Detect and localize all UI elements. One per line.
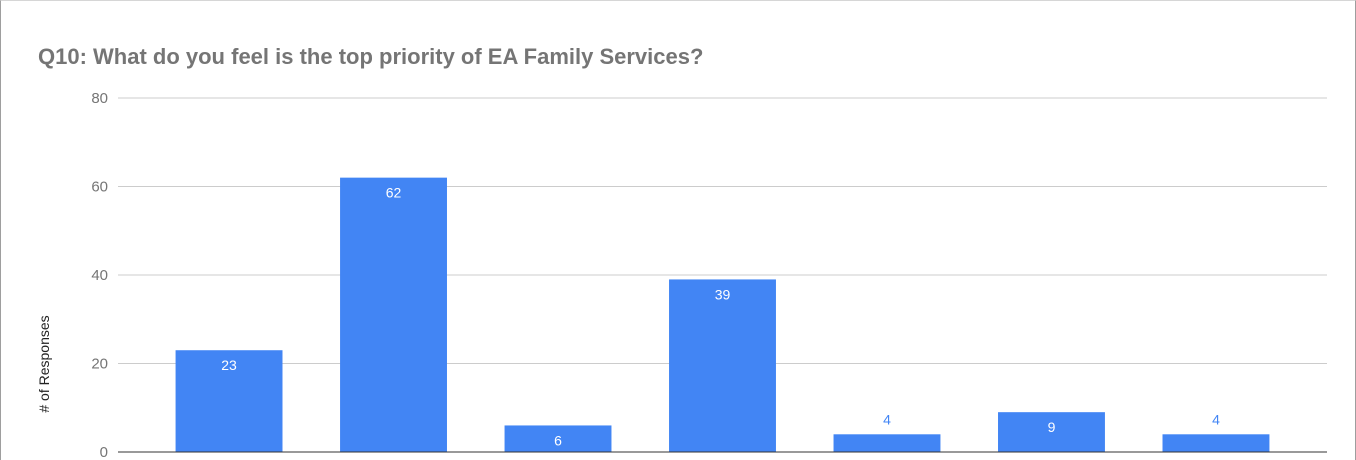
data-label: 6	[554, 432, 562, 448]
bar	[1162, 434, 1270, 452]
y-axis-ticks: 0 20 40 60 80	[91, 90, 108, 460]
data-label: 23	[221, 357, 237, 373]
bar	[175, 350, 283, 452]
data-labels: 23 62 6 39 4 9 4	[221, 185, 1220, 449]
y-tick-label: 80	[91, 90, 108, 107]
y-tick-label: 60	[91, 179, 108, 196]
y-axis-label: # of Responses	[36, 315, 52, 412]
data-label: 4	[1212, 411, 1220, 427]
bar	[669, 279, 776, 452]
bar	[998, 412, 1105, 452]
data-label: 39	[715, 286, 731, 302]
data-label: 9	[1048, 419, 1056, 435]
bar	[340, 177, 447, 452]
bars	[175, 177, 1270, 452]
y-tick-label: 40	[91, 267, 108, 284]
bar	[833, 434, 941, 452]
chart-title: Q10: What do you feel is the top priorit…	[38, 44, 704, 69]
y-tick-label: 0	[100, 444, 108, 460]
bar	[504, 425, 612, 452]
data-label: 62	[386, 185, 402, 201]
y-tick-label: 20	[91, 356, 108, 373]
data-label: 4	[883, 411, 891, 427]
